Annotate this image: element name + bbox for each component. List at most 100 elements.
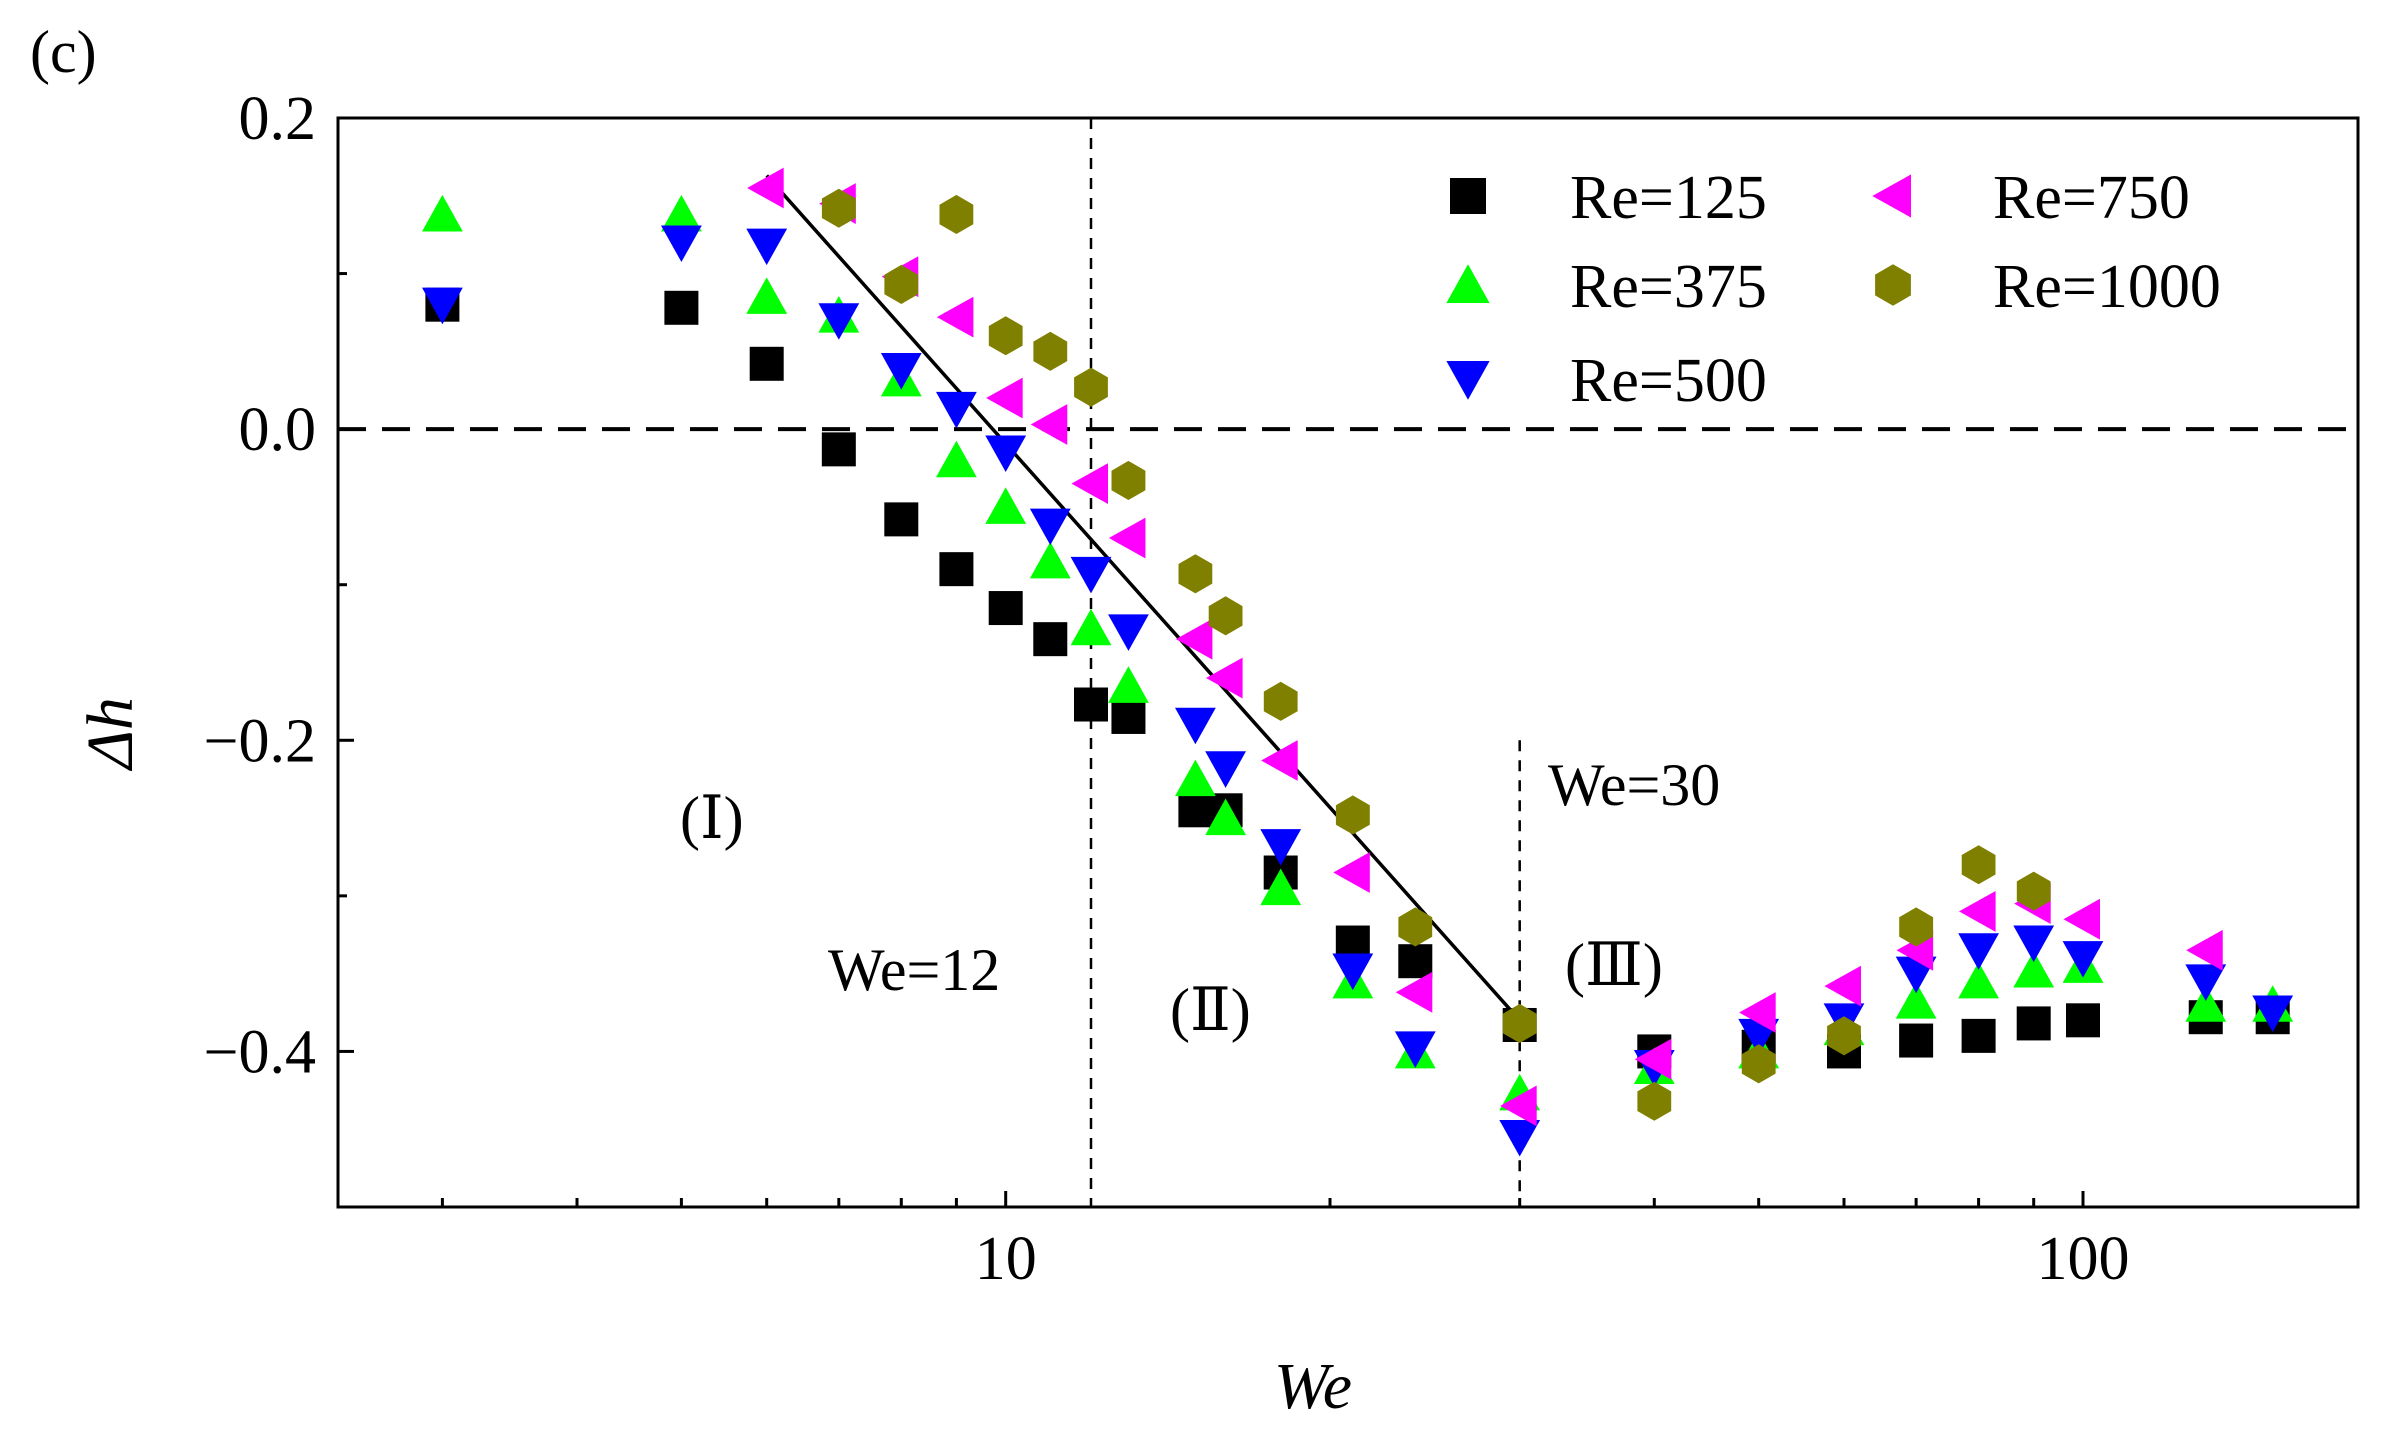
region-label-3: (Ⅲ) [1565,932,1663,998]
legend-marker [1446,264,1490,303]
data-point [1335,795,1370,835]
legend: Re=125 Re=375 Re=500 Re=750 Re=1000 [1446,164,2221,415]
data-point [2186,929,2223,971]
data-point [664,290,699,325]
data-point [1029,508,1071,546]
panel-label: (c) [30,19,97,85]
data-point [986,377,1023,419]
y-tick-label: −0.2 [204,707,316,775]
data-point [884,264,919,304]
data-point [1070,556,1112,594]
legend-marker [1875,264,1911,306]
legend-marker [1872,174,1911,218]
data-point [1895,982,1937,1019]
data-point [747,167,784,209]
data-point [1395,971,1433,1013]
legend-label: Re=1000 [1993,253,2221,321]
data-point [1205,798,1246,836]
fit-line-group [765,174,1522,1022]
data-point [1741,1044,1776,1084]
data-point [1073,687,1108,722]
data-point [985,487,1027,524]
data-point [2013,950,2055,988]
data-point [1033,331,1068,371]
data-point [1398,907,1433,947]
data-point [1260,829,1302,866]
data-point [2063,898,2100,940]
data-point [1499,1119,1541,1157]
data-point [1634,1038,1672,1080]
legend-label: Re=500 [1570,347,1767,415]
data-point [1070,608,1112,646]
region-label-1: (Ⅰ) [680,785,744,851]
y-axis-title: Δh [74,697,147,772]
legend-marker [1446,361,1490,400]
data-point [1899,1023,1934,1058]
data-point [2016,1006,2051,1041]
legend-label: Re=125 [1570,164,1767,232]
data-point [880,353,922,390]
data-point [1502,1003,1537,1043]
data-point [1208,596,1243,636]
data-point [1827,1016,1861,1056]
data-point [988,591,1023,626]
data-point [2062,941,2104,978]
data-point [1206,657,1243,699]
fit-line [765,174,1522,1022]
data-point [818,303,860,340]
x-tick-label: 100 [2036,1225,2129,1293]
data-point [1261,740,1298,781]
data-point [1961,1018,1996,1053]
plot-frame [336,116,2360,1209]
series-re-1000 [821,188,2051,1121]
data-point [936,391,977,429]
series-re-750 [747,167,2223,1127]
data-point [1030,404,1068,445]
data-point [1958,933,1999,970]
data-point [1961,845,1996,885]
data-point [1108,666,1149,703]
data-point [1398,944,1433,979]
data-point [1500,1085,1537,1127]
legend-marker [1450,178,1486,214]
data-point [939,552,974,587]
data-point [939,194,974,234]
data-point [1178,554,1213,594]
data-point [1029,541,1071,579]
data-point [1074,367,1108,407]
data-point [1108,614,1149,651]
data-point [1899,907,1934,947]
y-tick-label: −0.4 [204,1018,316,1086]
data-point [1739,992,1776,1033]
data-point [1260,868,1302,906]
data-point [1333,852,1370,893]
data-point [746,277,788,314]
y-tick-label: 0.0 [239,396,317,464]
data-markers [422,167,2294,1157]
data-point [660,194,702,232]
data-point [936,296,974,338]
data-point [1071,463,1108,504]
data-point [1111,460,1146,500]
data-point [1263,681,1298,721]
legend-label: Re=750 [1993,164,2190,232]
data-point [936,440,977,478]
data-point [1108,517,1146,559]
data-point [884,502,919,537]
data-point [1111,699,1146,734]
data-point [1959,891,1996,932]
data-point [821,188,856,228]
data-point [2185,985,2227,1022]
data-point [2065,1003,2100,1038]
data-point [422,194,463,232]
data-point [660,225,702,263]
data-point [1178,793,1213,828]
x-tick-label: 10 [975,1225,1037,1293]
axes: −0.4 −0.2 0.0 0.2 10 100 [204,85,2360,1293]
y-tick-label: 0.2 [239,85,317,153]
we12-label: We=12 [828,937,1000,1003]
x-axis-title: We [1274,1350,1352,1423]
data-point [821,432,856,467]
data-point [2016,871,2051,911]
